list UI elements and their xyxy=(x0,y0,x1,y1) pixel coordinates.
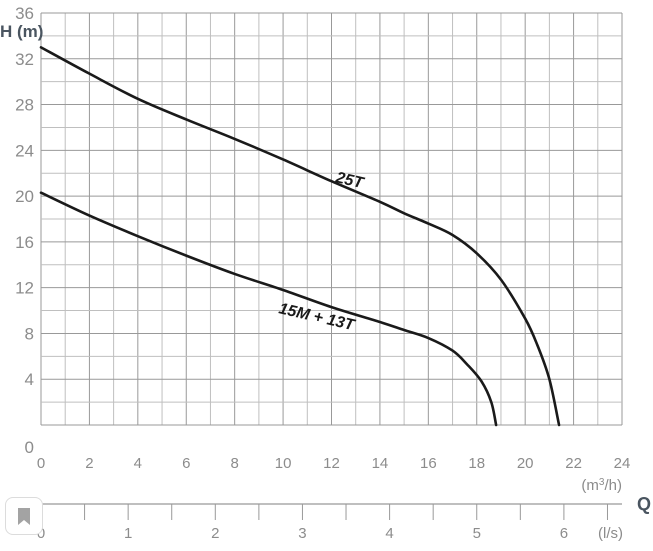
svg-text:4: 4 xyxy=(385,525,393,542)
svg-text:20: 20 xyxy=(517,455,534,472)
svg-text:22: 22 xyxy=(565,455,582,472)
svg-text:8: 8 xyxy=(230,455,238,472)
svg-text:36: 36 xyxy=(15,4,34,23)
svg-text:4: 4 xyxy=(134,455,142,472)
svg-text:Q: Q xyxy=(637,494,651,514)
svg-text:6: 6 xyxy=(182,455,190,472)
svg-text:3: 3 xyxy=(298,525,306,542)
svg-text:0: 0 xyxy=(25,438,34,457)
svg-text:5: 5 xyxy=(473,525,481,542)
svg-text:2: 2 xyxy=(211,525,219,542)
svg-text:(l/s): (l/s) xyxy=(598,525,623,542)
svg-text:14: 14 xyxy=(372,455,389,472)
svg-text:28: 28 xyxy=(15,96,34,115)
svg-text:20: 20 xyxy=(15,187,34,206)
svg-text:24: 24 xyxy=(15,141,34,160)
svg-text:2: 2 xyxy=(85,455,93,472)
svg-text:6: 6 xyxy=(560,525,568,542)
svg-text:15M + 13T: 15M + 13T xyxy=(277,300,357,334)
svg-text:1: 1 xyxy=(124,525,132,542)
svg-text:H (m): H (m) xyxy=(0,22,43,41)
svg-text:12: 12 xyxy=(323,455,340,472)
svg-text:16: 16 xyxy=(15,233,34,252)
svg-text:25T: 25T xyxy=(333,169,366,192)
svg-text:12: 12 xyxy=(15,279,34,298)
svg-text:18: 18 xyxy=(468,455,485,472)
svg-text:(m3/h): (m3/h) xyxy=(581,477,622,495)
svg-text:8: 8 xyxy=(25,324,34,343)
svg-text:10: 10 xyxy=(275,455,292,472)
svg-text:0: 0 xyxy=(37,455,45,472)
svg-text:32: 32 xyxy=(15,50,34,69)
svg-text:4: 4 xyxy=(25,370,34,389)
svg-text:16: 16 xyxy=(420,455,437,472)
svg-text:24: 24 xyxy=(614,455,631,472)
